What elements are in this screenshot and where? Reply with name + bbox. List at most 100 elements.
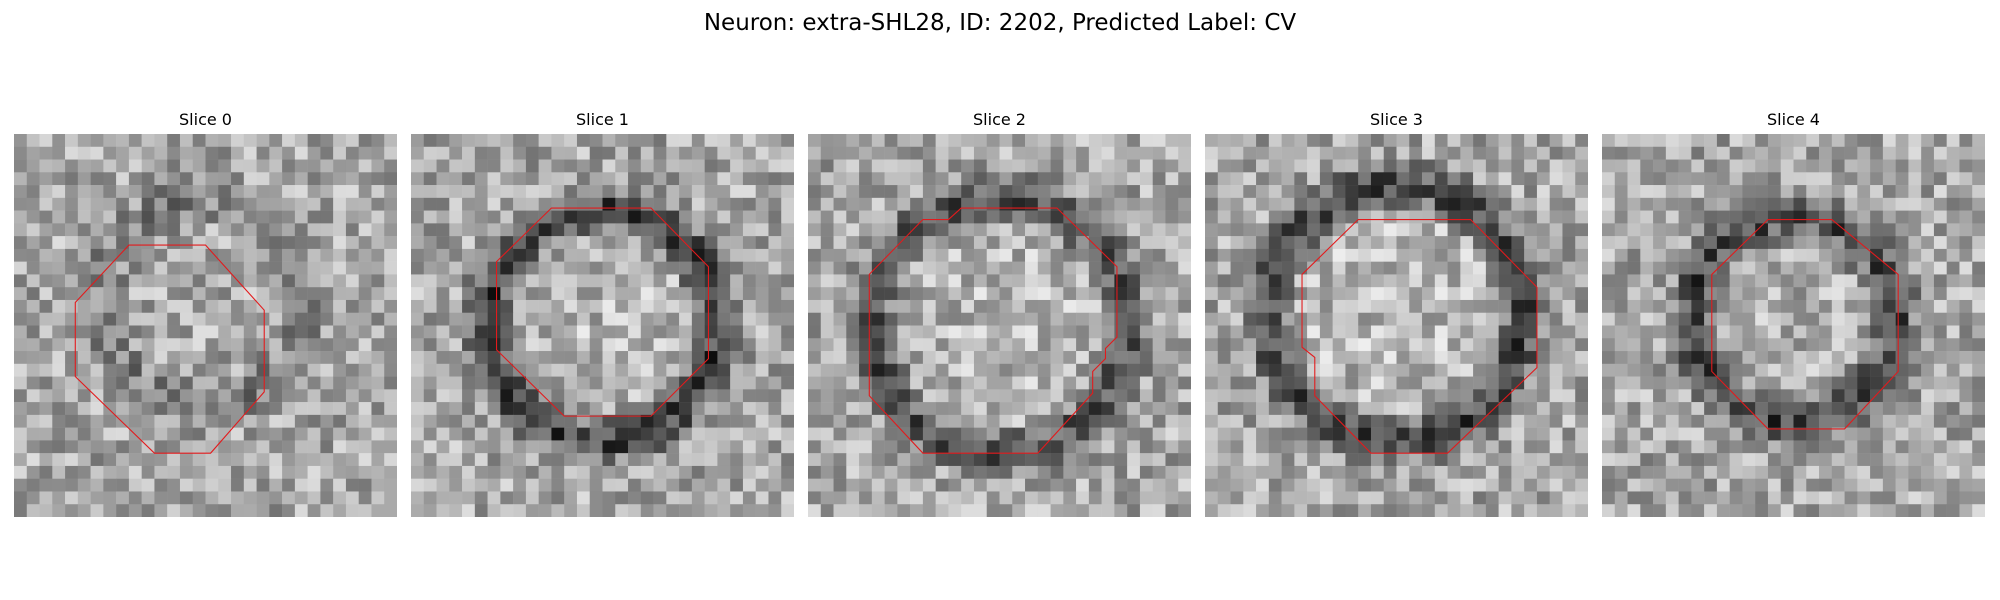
pixel [1921,364,1934,377]
pixel [40,491,53,504]
pixel [1012,236,1025,249]
pixel [1205,134,1218,147]
slice-image [14,134,397,517]
pixel [1282,491,1295,504]
pixel [1845,147,1858,160]
pixel [295,172,308,185]
pixel [1205,338,1218,351]
pixel [717,236,730,249]
pixel [193,147,206,160]
pixel [1256,479,1269,492]
pixel [1679,479,1692,492]
pixel [1127,466,1140,479]
pixel [730,415,743,428]
pixel [1562,236,1575,249]
pixel [129,211,142,224]
pixel [1307,389,1320,402]
pixel [577,198,590,211]
pixel [488,479,501,492]
pixel [1397,172,1410,185]
pixel [449,262,462,275]
pixel [1076,134,1089,147]
pixel [65,440,78,453]
pixel [615,274,628,287]
pixel [103,223,116,236]
pixel [475,479,488,492]
pixel [1473,198,1486,211]
pixel [1051,236,1064,249]
pixel [244,147,257,160]
pixel [923,236,936,249]
pixel [859,198,872,211]
pixel [1972,287,1985,300]
pixel [641,389,654,402]
pixel [821,274,834,287]
pixel [1537,160,1550,173]
pixel [539,185,552,198]
pixel [615,479,628,492]
pixel [1499,338,1512,351]
pixel [781,504,794,517]
pixel [65,338,78,351]
pixel [1076,185,1089,198]
pixel [1781,185,1794,198]
pixel [1422,402,1435,415]
pixel [1409,351,1422,364]
pixel [1794,300,1807,313]
pixel [1742,389,1755,402]
pixel [948,402,961,415]
pixel [411,504,424,517]
pixel [1486,453,1499,466]
pixel [590,440,603,453]
pixel [1550,274,1563,287]
pixel [564,326,577,339]
pixel [1127,479,1140,492]
pixel [116,415,129,428]
pixel [1012,466,1025,479]
pixel [1562,223,1575,236]
pixel [1499,479,1512,492]
pixel [859,491,872,504]
pixel [437,134,450,147]
pixel [103,415,116,428]
pixel [1000,262,1013,275]
pixel [1653,364,1666,377]
pixel [1114,338,1127,351]
pixel [371,491,384,504]
pixel [206,326,219,339]
pixel [1205,415,1218,428]
pixel [923,364,936,377]
pixel [1704,147,1717,160]
pixel [167,185,180,198]
pixel [65,262,78,275]
pixel [1921,351,1934,364]
pixel [244,249,257,262]
pixel [1422,351,1435,364]
pixel [1550,402,1563,415]
pixel [1114,185,1127,198]
pixel [1908,249,1921,262]
pixel [154,479,167,492]
pixel [1294,326,1307,339]
pixel [1409,223,1422,236]
pixel [577,211,590,224]
pixel [282,415,295,428]
pixel [129,440,142,453]
pixel [1819,389,1832,402]
pixel [295,160,308,173]
pixel [705,504,718,517]
pixel [116,351,129,364]
pixel [359,377,372,390]
pixel [1575,351,1588,364]
pixel [411,287,424,300]
pixel [91,211,104,224]
pixel [987,160,1000,173]
pixel [1114,479,1127,492]
pixel [539,236,552,249]
pixel [1127,389,1140,402]
pixel [282,504,295,517]
pixel [359,185,372,198]
pixel [1857,338,1870,351]
pixel [641,185,654,198]
pixel [1384,466,1397,479]
